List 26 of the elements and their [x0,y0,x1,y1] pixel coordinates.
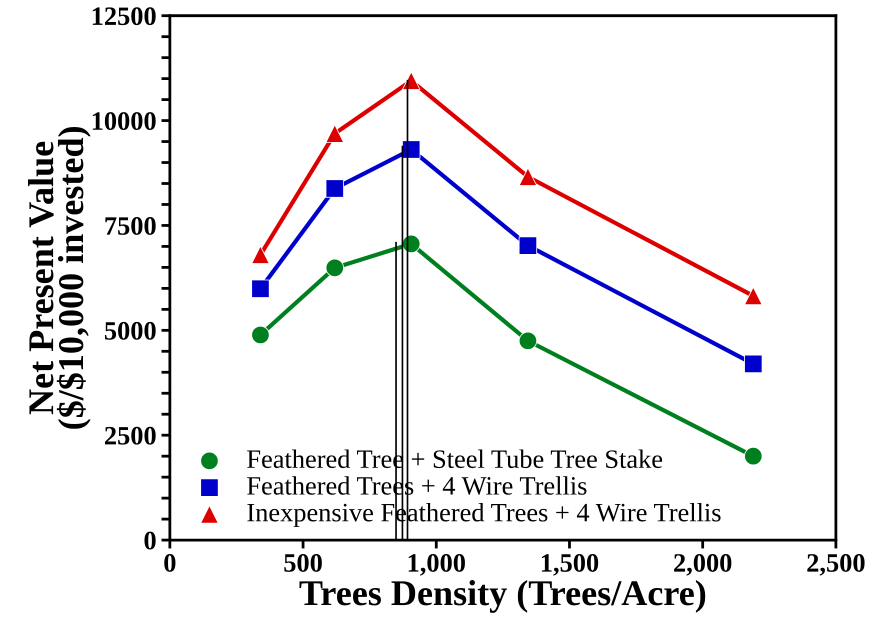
point [326,258,344,278]
x-tick-label: 1,500 [542,554,598,576]
point [744,354,763,374]
y-tick-label: 7500 [105,217,156,235]
y-tick-label: 12500 [92,7,156,26]
point [744,446,763,466]
y-tick-label: 2500 [104,426,156,445]
x-tick-label: 2,500 [807,554,865,576]
y-tick-label: 10000 [92,112,156,130]
point [744,286,763,306]
point [251,246,270,264]
y-tick-label: 0 [144,532,156,550]
x-axis-title: Trees Density (Trees/Acre) [299,580,706,613]
point [326,179,344,198]
x-tick-label: 2,000 [674,554,732,576]
x-tick-label: 1,000 [408,554,465,576]
point [518,168,538,186]
x-tick-label: 0 [164,554,176,572]
y-tick-label: 5000 [104,322,156,340]
point [251,326,270,344]
point [326,124,344,143]
point [251,280,270,298]
y-axis-title: Net Present Value ($/$10,000 invested) [28,127,91,429]
x-tick-label: 500 [284,554,322,572]
point [518,236,538,255]
point [518,332,538,350]
